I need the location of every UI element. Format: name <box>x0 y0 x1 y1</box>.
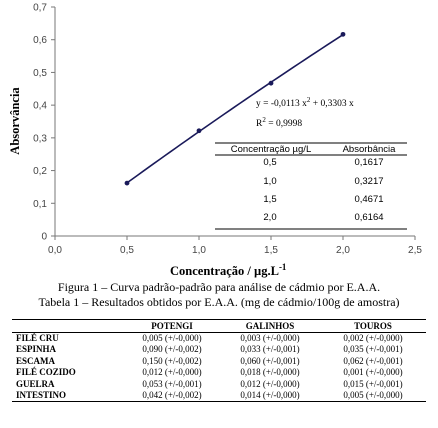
y-tick-label: 0,2 <box>33 166 47 177</box>
cell-touros: 0,002 (+/-0,000) <box>343 333 403 343</box>
x-tick-label: 0,5 <box>120 245 134 256</box>
y-axis-title: Absorvância <box>8 87 22 155</box>
cell-touros: 0,005 (+/-0,000) <box>343 390 403 401</box>
x-axis-ticks: 0,0 0,5 1,0 1,5 2,0 2,5 <box>48 236 422 256</box>
inset-cell-conc-1: 0,5 <box>263 157 276 168</box>
figure-caption: Figura 1 – Curva padrão-padrão para anál… <box>57 280 381 294</box>
cell-potengi: 0,005 (+/-0,000) <box>142 333 202 343</box>
cell-touros: 0,035 (+/-0,001) <box>343 344 403 355</box>
data-point <box>124 180 130 186</box>
results-header-row: POTENGI GALINHOS TOUROS <box>12 319 426 333</box>
y-tick-label: 0,3 <box>33 133 47 144</box>
cell-galinhos: 0,014 (+/-0,000) <box>240 390 300 401</box>
table-caption: Tabela 1 – Resultados obtidos por E.A.A.… <box>38 295 400 309</box>
cell-galinhos: 0,012 (+/-0,000) <box>240 378 300 389</box>
header-potengi: POTENGI <box>151 321 193 331</box>
inset-cell-abs-4: 0,6164 <box>354 212 383 223</box>
cell-galinhos: 0,003 (+/-0,000) <box>240 333 300 343</box>
y-tick-label: 0,7 <box>33 3 47 14</box>
y-tick-label: 0 <box>41 232 47 243</box>
y-tick-label: 0,6 <box>33 35 47 46</box>
header-sample <box>12 320 124 333</box>
results-table: POTENGI GALINHOS TOUROS FILÉ CRU 0,005 (… <box>12 319 426 402</box>
fit-equation: y = -0,0113 x2 + 0,3303 x <box>256 96 354 109</box>
inset-cell-conc-3: 1,5 <box>263 194 276 205</box>
cell-potengi: 0,042 (+/-0,002) <box>142 390 202 401</box>
inset-header-concentration: Concentração µg/L <box>231 144 311 155</box>
inset-cell-abs-3: 0,4671 <box>354 194 383 205</box>
cell-touros: 0,015 (+/-0,001) <box>343 378 403 389</box>
cell-potengi: 0,090 (+/-0,002) <box>142 344 202 355</box>
cell-potengi: 0,150 (+/-0,002) <box>142 355 202 366</box>
x-tick-label: 0,0 <box>48 245 62 256</box>
inset-cell-abs-1: 0,1617 <box>354 157 383 168</box>
header-touros: TOUROS <box>354 321 392 331</box>
x-axis-title: Concentração / µg.L-1 <box>170 262 287 278</box>
data-point <box>268 80 274 86</box>
inset-cell-conc-4: 2,0 <box>263 212 276 223</box>
cell-potengi: 0,012 (+/-0,000) <box>142 367 202 378</box>
inset-header-absorbance: Absorbância <box>343 144 397 155</box>
x-tick-label: 1,5 <box>264 245 278 256</box>
x-tick-label: 1,0 <box>192 245 206 256</box>
cell-touros: 0,062 (+/-0,001) <box>343 355 403 366</box>
row-label: FILÉ COZIDO <box>16 367 76 378</box>
cell-potengi: 0,053 (+/-0,001) <box>142 378 202 389</box>
data-point <box>196 128 202 134</box>
y-tick-label: 0,5 <box>33 68 47 79</box>
x-tick-label: 2,0 <box>336 245 350 256</box>
row-label: ESPINHA <box>16 344 57 355</box>
table-row: FILÉ COZIDO 0,012 (+/-0,000) 0,018 (+/-0… <box>12 367 426 378</box>
data-points <box>124 31 346 186</box>
table-row: ESPINHA 0,090 (+/-0,002) 0,033 (+/-0,001… <box>12 344 426 355</box>
row-label: INTESTINO <box>16 390 67 401</box>
fit-r-squared: R2 = 0,9998 <box>256 116 302 129</box>
cell-galinhos: 0,018 (+/-0,000) <box>240 367 300 378</box>
table-row: GUELRA 0,053 (+/-0,001) 0,012 (+/-0,000)… <box>12 379 426 390</box>
y-tick-label: 0,4 <box>33 101 47 112</box>
table-row: INTESTINO 0,042 (+/-0,002) 0,014 (+/-0,0… <box>12 390 426 402</box>
cell-touros: 0,001 (+/-0,000) <box>343 367 403 378</box>
cell-galinhos: 0,060 (+/-0,001) <box>240 355 300 366</box>
inset-cell-conc-2: 1,0 <box>263 176 276 187</box>
fit-curve <box>126 34 344 184</box>
header-galinhos: GALINHOS <box>245 321 295 331</box>
data-point <box>340 31 346 37</box>
row-label: FILÉ CRU <box>16 333 59 343</box>
table-row: ESCAMA 0,150 (+/-0,002) 0,060 (+/-0,001)… <box>12 356 426 367</box>
calibration-chart: 0 0,1 0,2 0,3 0,4 0,5 0,6 0,7 0,0 0,5 1,0 1,5 2,0 2,… <box>8 3 422 279</box>
inset-cell-abs-2: 0,3217 <box>354 176 383 187</box>
row-label: GUELRA <box>16 378 55 389</box>
cell-galinhos: 0,033 (+/-0,001) <box>240 344 300 355</box>
y-axis-ticks: 0 0,1 0,2 0,3 0,4 0,5 0,6 0,7 <box>33 3 55 243</box>
table-row: FILÉ CRU 0,005 (+/-0,000) 0,003 (+/-0,00… <box>12 333 426 345</box>
x-tick-label: 2,5 <box>408 245 422 256</box>
row-label: ESCAMA <box>16 355 56 366</box>
y-tick-label: 0,1 <box>33 199 47 210</box>
